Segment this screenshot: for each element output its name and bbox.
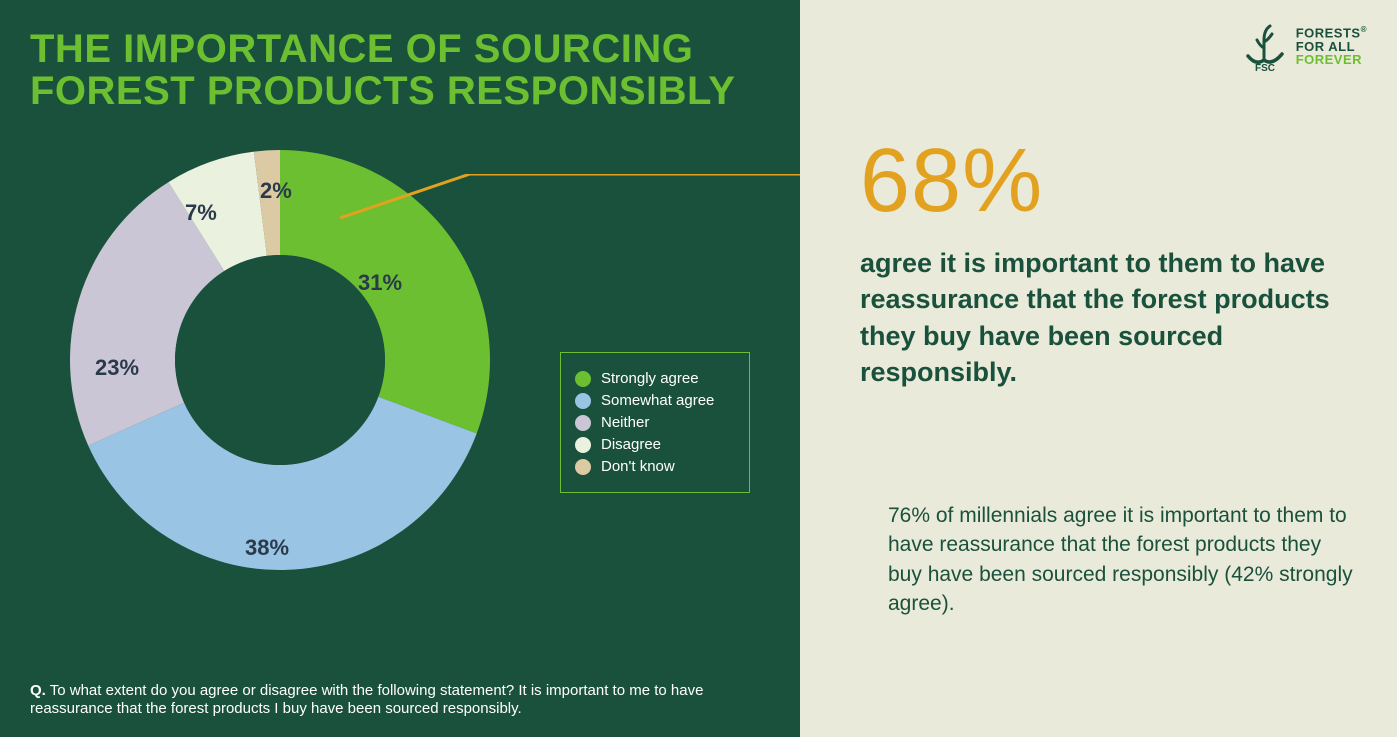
fsc-line2: FOR ALL	[1296, 40, 1367, 53]
right-panel: FSC FORESTS® FOR ALL FOREVER 68% agree i…	[800, 0, 1397, 737]
legend-label: Don't know	[601, 458, 675, 475]
headline-stat-text: agree it is important to them to have re…	[860, 245, 1357, 391]
slice-label-dont_know: 2%	[260, 178, 292, 204]
legend-item-somewhat_agree: Somewhat agree	[575, 392, 735, 409]
fsc-logo: FSC FORESTS® FOR ALL FOREVER	[1242, 20, 1367, 72]
slice-label-strongly_agree: 31%	[358, 270, 402, 296]
footnote-prefix: Q.	[30, 682, 46, 699]
fsc-logo-text: FORESTS® FOR ALL FOREVER	[1296, 26, 1367, 65]
legend-swatch	[575, 393, 591, 409]
legend-item-dont_know: Don't know	[575, 458, 735, 475]
slice-label-disagree: 7%	[185, 200, 217, 226]
legend-item-disagree: Disagree	[575, 436, 735, 453]
page-title: THE IMPORTANCE OF SOURCING FOREST PRODUC…	[30, 28, 770, 112]
legend-swatch	[575, 459, 591, 475]
legend-label: Neither	[601, 414, 649, 431]
legend-label: Somewhat agree	[601, 392, 714, 409]
legend-label: Strongly agree	[601, 370, 699, 387]
legend-item-neither: Neither	[575, 414, 735, 431]
slice-label-somewhat_agree: 38%	[245, 535, 289, 561]
svg-text:FSC: FSC	[1255, 63, 1275, 72]
legend-swatch	[575, 415, 591, 431]
chart-area: 31% 38% 23% 7% 2% Strongly agree Somewhat agr…	[60, 140, 760, 660]
headline-stat: 68%	[860, 130, 1357, 233]
footnote-text: To what extent do you agree or disagree …	[30, 682, 703, 718]
slice-label-neither: 23%	[95, 355, 139, 381]
legend-item-strongly_agree: Strongly agree	[575, 370, 735, 387]
legend-label: Disagree	[601, 436, 661, 453]
left-panel: THE IMPORTANCE OF SOURCING FOREST PRODUC…	[0, 0, 800, 737]
secondary-stat-text: 76% of millennials agree it is important…	[860, 501, 1357, 619]
fsc-line3: FOREVER	[1296, 53, 1367, 66]
legend-swatch	[575, 437, 591, 453]
question-footnote: Q. To what extent do you agree or disagr…	[30, 682, 760, 720]
chart-legend: Strongly agree Somewhat agree Neither Disag…	[560, 352, 750, 493]
donut-chart: 31% 38% 23% 7% 2%	[60, 140, 500, 580]
fsc-line1: FORESTS®	[1296, 26, 1367, 39]
legend-swatch	[575, 371, 591, 387]
fsc-tree-icon: FSC	[1242, 20, 1288, 72]
